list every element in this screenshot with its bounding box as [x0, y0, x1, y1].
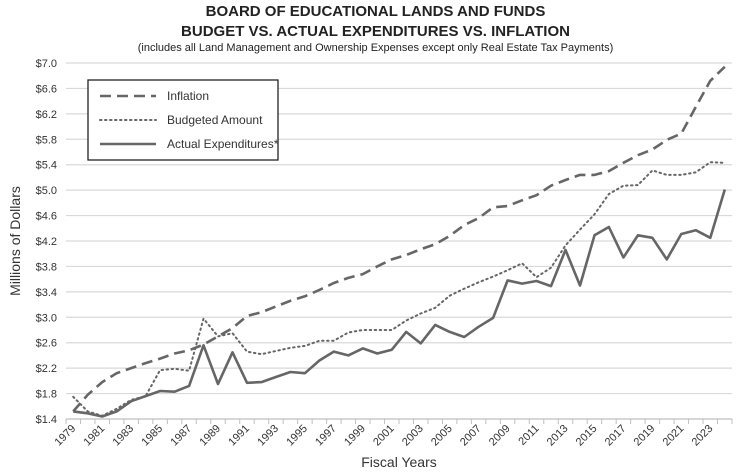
- chart-note: (includes all Land Management and Owners…: [137, 42, 614, 54]
- x-tick-label: 1991: [226, 423, 252, 449]
- y-tick-label: $1.4: [36, 414, 57, 426]
- x-tick-label: 1993: [255, 423, 281, 449]
- y-tick-label: $5.4: [36, 160, 57, 172]
- x-axis-label: Fiscal Years: [361, 454, 436, 470]
- x-tick-label: 2023: [690, 423, 716, 449]
- x-tick-label: 2019: [632, 423, 658, 449]
- x-tick-label: 1989: [197, 423, 223, 449]
- x-tick-label: 2021: [661, 423, 687, 449]
- y-tick-label: $5.0: [36, 185, 57, 197]
- legend-label: Actual Expenditures*: [167, 137, 279, 151]
- x-tick-label: 1981: [82, 423, 108, 449]
- x-tick-label: 2011: [516, 423, 541, 448]
- y-axis-label: Millions of Dollars: [7, 186, 23, 296]
- x-tick-label: 2013: [545, 423, 571, 449]
- x-tick-label: 2015: [574, 423, 600, 449]
- x-tick-label: 1985: [139, 423, 165, 449]
- y-tick-label: $5.8: [36, 134, 57, 146]
- x-tick-label: 2009: [487, 423, 513, 449]
- y-tick-label: $4.6: [36, 211, 57, 223]
- y-tick-label: $6.6: [36, 83, 57, 95]
- y-tick-label: $3.4: [36, 287, 57, 299]
- chart-title: BOARD OF EDUCATIONAL LANDS AND FUNDS: [205, 3, 546, 20]
- y-tick-label: $7.0: [36, 58, 57, 70]
- y-tick-label: $2.6: [36, 338, 57, 350]
- y-tick-label: $3.8: [36, 261, 57, 273]
- x-tick-label: 2001: [371, 423, 397, 449]
- x-tick-label: 2003: [400, 423, 426, 449]
- y-tick-label: $1.8: [36, 389, 57, 401]
- x-tick-label: 2005: [429, 423, 455, 449]
- chart-subtitle: BUDGET VS. ACTUAL EXPENDITURES VS. INFLA…: [181, 23, 570, 40]
- x-tick-label: 1997: [313, 423, 339, 449]
- x-tick-label: 2017: [603, 423, 629, 449]
- x-tick-label: 2007: [458, 423, 484, 449]
- y-tick-label: $6.2: [36, 109, 57, 121]
- y-tick-label: $2.2: [36, 363, 57, 375]
- legend-label: Inflation: [167, 89, 209, 103]
- y-tick-label: $3.0: [36, 312, 57, 324]
- x-tick-label: 1987: [168, 423, 194, 449]
- x-tick-label: 1983: [110, 423, 136, 449]
- x-tick-label: 1999: [342, 423, 368, 449]
- x-tick-label: 1995: [284, 423, 310, 449]
- y-tick-label: $4.2: [36, 236, 57, 248]
- series-line-actual-expenditures: [73, 189, 727, 418]
- series-line-budgeted-amount: [72, 161, 726, 417]
- series-line-inflation: [72, 65, 726, 413]
- x-tick-label: 1979: [53, 423, 79, 449]
- legend-label: Budgeted Amount: [167, 113, 263, 127]
